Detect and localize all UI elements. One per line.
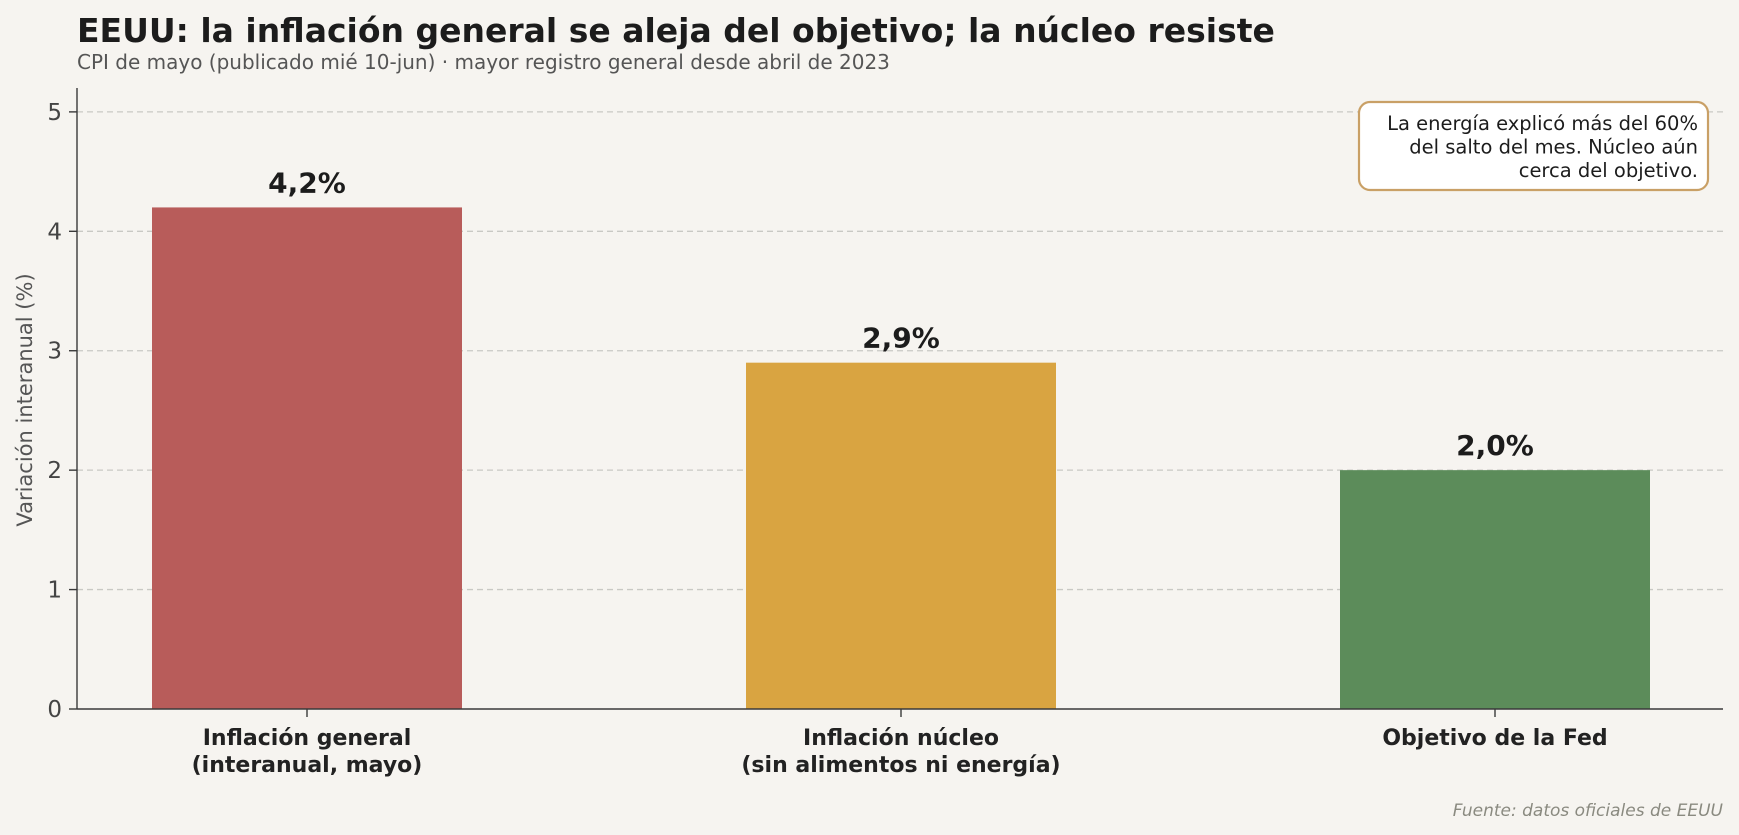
- annotation-line: cerca del objetivo.: [1519, 159, 1698, 182]
- y-ticks: 0 1 2 3 4 5: [47, 100, 77, 723]
- bars: [152, 207, 1650, 709]
- annotation-line: del salto del mes. Núcleo aún: [1409, 136, 1698, 159]
- x-category-label: (interanual, mayo): [192, 753, 423, 778]
- value-label: 4,2%: [268, 166, 346, 199]
- y-tick-label: 1: [47, 578, 62, 604]
- chart-title: EEUU: la inflación general se aleja del …: [77, 11, 1275, 50]
- axes: [76, 88, 1723, 710]
- source-note: Fuente: datos oficiales de EEUU: [1453, 801, 1724, 821]
- bar: [152, 207, 462, 709]
- x-categories: Inflación general(interanual, mayo) Infla…: [192, 709, 1608, 778]
- annotation-box: La energía explicó más del 60%del salto …: [1357, 100, 1710, 192]
- y-tick-label: 2: [47, 458, 62, 484]
- value-label: 2,0%: [1456, 429, 1534, 462]
- value-labels: 4,2% 2,9% 2,0%: [268, 166, 1534, 462]
- y-tick-label: 0: [47, 697, 62, 723]
- x-category-label: Inflación núcleo: [803, 726, 999, 751]
- annotation-line: La energía explicó más del 60%: [1387, 112, 1698, 135]
- y-tick-label: 4: [47, 219, 62, 245]
- x-category-label: Objetivo de la Fed: [1382, 726, 1607, 751]
- bar: [1340, 470, 1650, 709]
- x-category-label: (sin alimentos ni energía): [741, 753, 1060, 778]
- chart-subtitle: CPI de mayo (publicado mié 10-jun) · may…: [77, 50, 890, 74]
- y-tick-label: 3: [47, 339, 62, 365]
- y-tick-label: 5: [47, 100, 62, 126]
- annotation-frame: [1357, 100, 1710, 192]
- bar: [746, 362, 1056, 709]
- value-label: 2,9%: [862, 322, 940, 355]
- x-category-label: Inflación general: [203, 726, 412, 751]
- y-axis-label: Variación interanual (%): [13, 273, 37, 526]
